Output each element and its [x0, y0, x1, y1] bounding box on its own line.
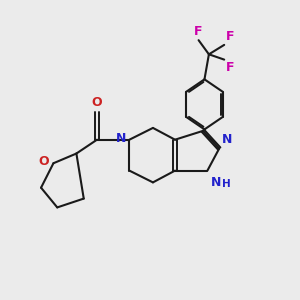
Text: N: N — [116, 132, 126, 145]
Text: H: H — [221, 179, 230, 189]
Text: F: F — [194, 25, 203, 38]
Text: N: N — [211, 176, 221, 189]
Text: N: N — [222, 133, 232, 146]
Text: O: O — [38, 155, 49, 168]
Text: F: F — [226, 61, 234, 74]
Text: O: O — [92, 96, 102, 109]
Text: F: F — [226, 30, 234, 44]
